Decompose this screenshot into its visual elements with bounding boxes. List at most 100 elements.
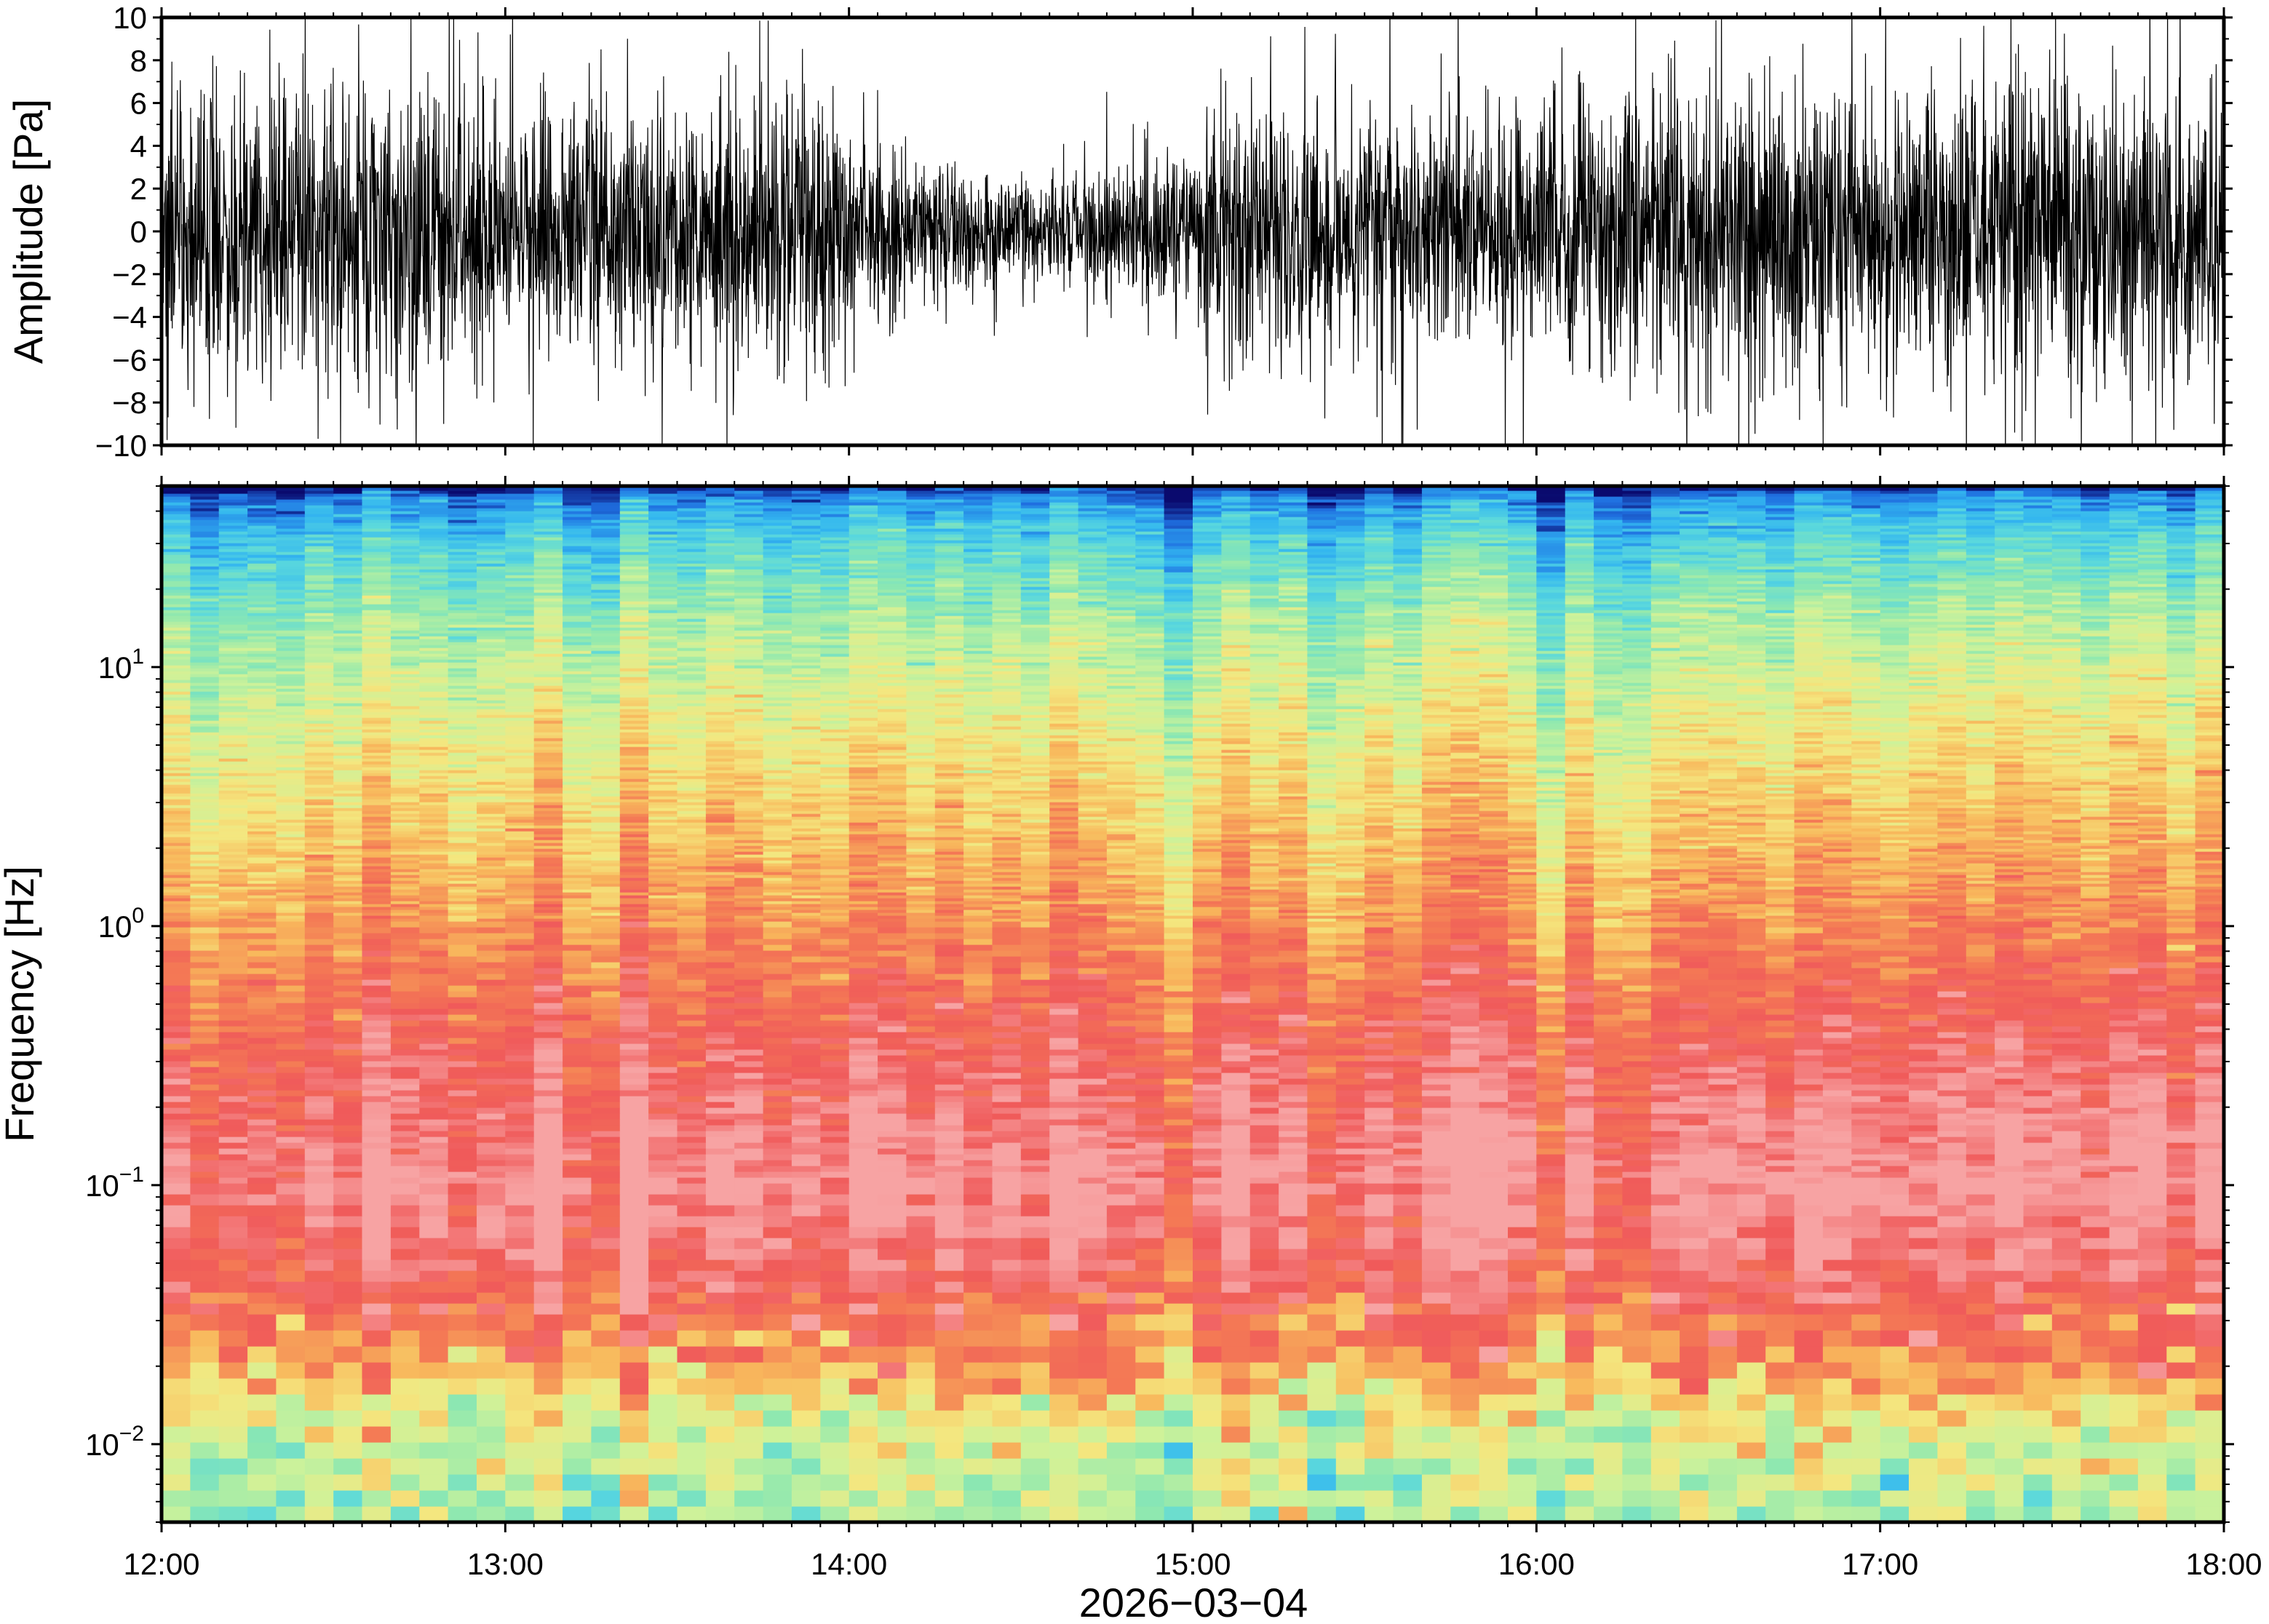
spectrogram-cell: [1822, 1474, 1853, 1491]
spectrogram-cell: [276, 1330, 306, 1347]
spectrogram-cell: [362, 1137, 392, 1143]
spectrogram-cell: [1106, 1102, 1137, 1108]
spectrogram-cell: [1135, 1474, 1165, 1491]
spectrogram-cell: [2023, 1026, 2053, 1032]
spectrogram-cell: [419, 1490, 449, 1507]
spectrogram-cell: [1364, 1142, 1394, 1149]
spectrogram-cell: [791, 1020, 822, 1027]
spectrogram-cell: [1249, 1171, 1279, 1178]
spectrogram-cell: [1650, 1314, 1680, 1331]
spectrogram-cell: [791, 962, 822, 968]
spectrogram-cell: [1508, 1281, 1538, 1293]
spectrogram-cell: [1279, 950, 1308, 957]
spectrogram-cell: [1822, 1490, 1853, 1507]
spectrogram-cell: [304, 1043, 334, 1050]
spectrogram-cell: [1650, 1072, 1680, 1079]
spectrogram-cell: [906, 1137, 936, 1143]
spectrogram-cell: [2081, 1148, 2110, 1155]
spectrogram-cell: [878, 1227, 907, 1238]
spectrogram-cell: [2023, 1171, 2053, 1178]
spectrogram-cell: [218, 985, 248, 992]
spectrogram-cell: [1421, 1330, 1452, 1347]
spectrogram-cell: [1450, 979, 1480, 986]
spectrogram-cell: [2109, 1096, 2139, 1102]
spectrogram-cell: [734, 974, 764, 980]
spectrogram-cell: [791, 1160, 822, 1166]
spectrogram-cell: [2137, 1330, 2168, 1347]
spectrogram-cell: [1622, 1038, 1652, 1044]
spectrogram-cell: [934, 1330, 964, 1347]
spectrogram-cell: [1708, 956, 1738, 963]
spectrogram-cell: [1680, 1008, 1709, 1015]
spectrogram-cell: [906, 1026, 936, 1032]
spectrogram-cell: [791, 1281, 822, 1293]
spectrogram-cell: [1650, 1166, 1680, 1172]
spectrogram-cell: [1565, 1216, 1594, 1227]
spectrogram-cell: [2023, 1008, 2053, 1015]
spectrogram-cell: [820, 956, 850, 963]
spectrogram-cell: [1794, 1378, 1824, 1395]
spectrogram-cell: [878, 1506, 907, 1522]
spectrogram-cell: [1479, 1227, 1509, 1238]
spectrogram-cell: [992, 985, 1022, 992]
spectrogram-cell: [619, 1410, 649, 1427]
spectrogram-cell: [820, 1346, 850, 1363]
spectrogram-cell: [304, 1038, 334, 1044]
spectrogram-cell: [705, 1426, 736, 1443]
spectrogram-cell: [2195, 1166, 2224, 1172]
spectrogram-cell: [820, 1026, 850, 1032]
spectrogram-cell: [1020, 1078, 1050, 1085]
spectrogram-cell: [1937, 1194, 1967, 1206]
spectrogram-cell: [2109, 1107, 2139, 1114]
spectrogram-cell: [162, 1107, 191, 1114]
spectrogram-cell: [1851, 1020, 1881, 1027]
spectrogram-cell: [1650, 1458, 1680, 1475]
spectrogram-cell: [1421, 1119, 1452, 1126]
spectrogram-cell: [1249, 1474, 1279, 1491]
spectrogram-cell: [1822, 950, 1853, 957]
spectrogram-cell: [2023, 1003, 2053, 1009]
spectrogram-cell: [1680, 1410, 1709, 1427]
spectrogram-cell: [1765, 1205, 1795, 1217]
spectrogram-cell: [1765, 1216, 1795, 1227]
spectrogram-cell: [1020, 1216, 1050, 1227]
spectrogram-cell: [1307, 1008, 1337, 1015]
spectrogram-cell: [1536, 968, 1566, 974]
spectrogram-cell: [563, 939, 592, 945]
spectrogram-cell: [705, 1238, 736, 1249]
spectrogram-cell: [448, 1378, 477, 1395]
spectrogram-cell: [763, 1084, 792, 1091]
spectrogram-cell: [1307, 1442, 1337, 1459]
spectrogram-cell: [1020, 1442, 1050, 1459]
spectrogram-cell: [1335, 950, 1365, 957]
spectrogram-cell: [1565, 1227, 1594, 1238]
spectrogram-cell: [1221, 1008, 1251, 1015]
spectrogram-cell: [477, 1102, 506, 1108]
spectrogram-cell: [390, 1474, 421, 1491]
spectrogram-cell: [1650, 1171, 1680, 1178]
spectrogram-cell: [878, 1346, 907, 1363]
spectrogram-cell: [1880, 1227, 1910, 1238]
spectrogram-cell: [1909, 1113, 1939, 1120]
spectrogram-cell: [218, 1072, 248, 1079]
spectrogram-cell: [1106, 962, 1137, 968]
spectrogram-cell: [906, 1160, 936, 1166]
spectrogram-cell: [1650, 1020, 1680, 1027]
spectrogram-cell: [333, 1394, 363, 1411]
spectrogram-cell: [2109, 1205, 2139, 1217]
spectrogram-cell: [162, 1238, 191, 1249]
spectrogram-cell: [849, 1078, 878, 1085]
spectrogram-cell: [218, 1216, 248, 1227]
spectrogram-cell: [218, 1314, 248, 1331]
spectrogram-cell: [1479, 1362, 1509, 1379]
spectrogram-cell: [1193, 962, 1223, 968]
spectrogram-cell: [1708, 1171, 1738, 1178]
spectrogram-cell: [390, 1113, 421, 1120]
spectrogram-cell: [390, 1137, 421, 1143]
spectrogram-cell: [791, 1107, 822, 1114]
spectrogram-cell: [1078, 1061, 1108, 1067]
spectrogram-cell: [362, 1442, 392, 1459]
spectrogram-cell: [1794, 1061, 1824, 1067]
spectrogram-cell: [963, 1205, 993, 1217]
spectrogram-cell: [1708, 1216, 1738, 1227]
